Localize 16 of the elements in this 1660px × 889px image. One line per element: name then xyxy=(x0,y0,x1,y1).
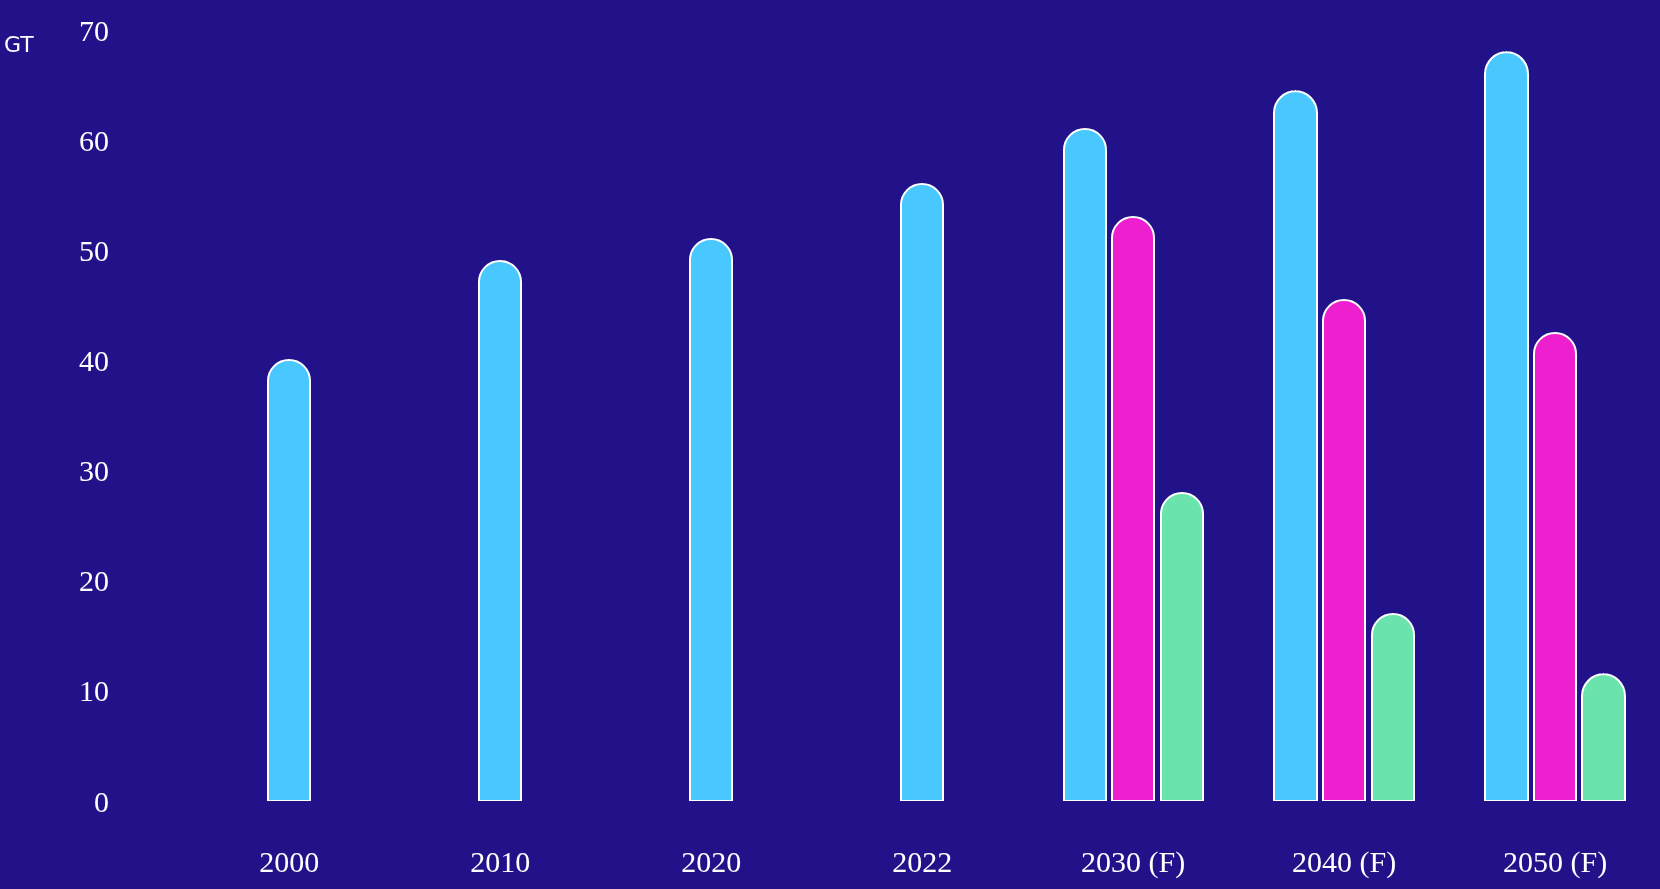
y-tick-label: 70 xyxy=(79,13,109,47)
y-axis-title: GT xyxy=(4,32,35,57)
y-tick-label: 30 xyxy=(79,454,109,488)
x-tick-label: 2010 xyxy=(470,845,531,878)
x-tick-label: 2022 xyxy=(892,845,953,878)
y-tick-label: 0 xyxy=(94,784,109,818)
y-tick-label: 60 xyxy=(79,123,109,157)
y-tick-label: 20 xyxy=(79,564,109,598)
x-tick-label: 2030 (F) xyxy=(1081,845,1186,879)
y-tick-label: 50 xyxy=(79,233,109,267)
y-tick-label: 40 xyxy=(79,343,109,377)
y-tick-label: 10 xyxy=(79,674,109,708)
x-tick-label: 2020 xyxy=(681,845,742,878)
x-tick-label: 2000 xyxy=(259,845,320,878)
x-tick-label: 2050 (F) xyxy=(1502,845,1608,879)
x-tick-label: 2040 (F) xyxy=(1292,845,1397,879)
